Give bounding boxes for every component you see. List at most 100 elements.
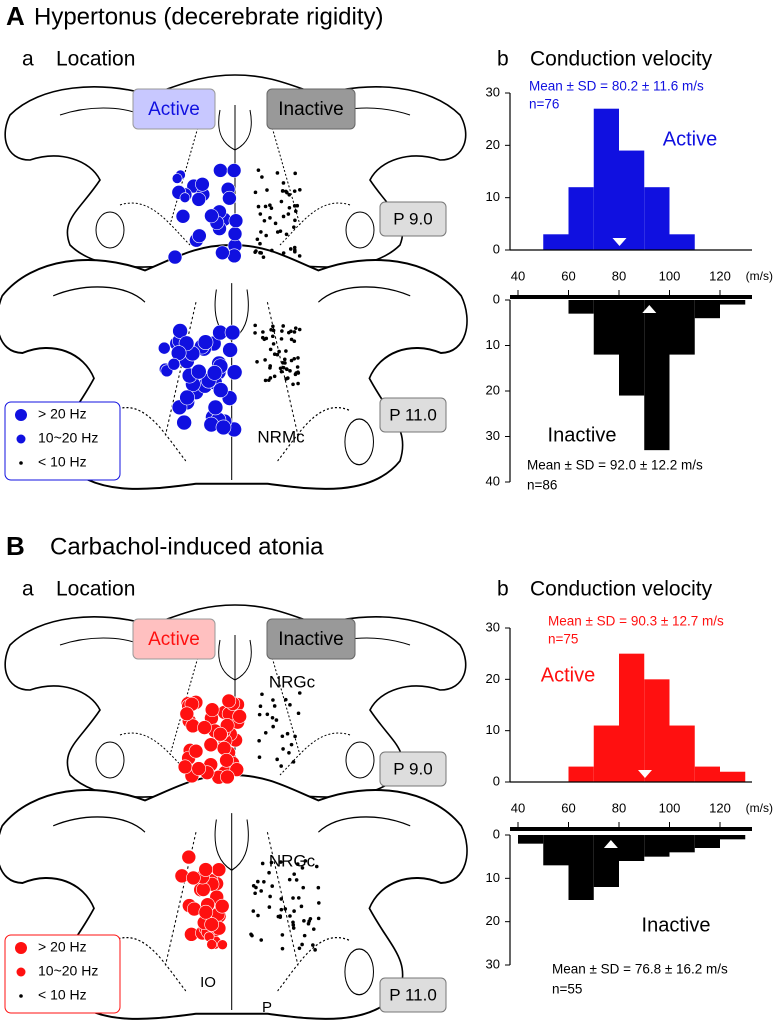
neuron-dot bbox=[191, 761, 207, 776]
x-tick-label: 100 bbox=[659, 268, 681, 283]
y-tick-label: 10 bbox=[486, 870, 500, 885]
neuron-dot bbox=[251, 883, 256, 888]
neuron-dot bbox=[253, 891, 257, 896]
neuron-dot bbox=[265, 712, 270, 717]
neuron-dot bbox=[195, 882, 211, 897]
midline bbox=[214, 813, 249, 1010]
x-tick-label: 60 bbox=[561, 800, 575, 815]
neuron-dot bbox=[280, 189, 285, 193]
neuron-dot bbox=[293, 218, 297, 223]
neuron-dot bbox=[288, 914, 292, 918]
neuron-dot bbox=[268, 366, 272, 370]
bar bbox=[593, 835, 619, 887]
neuron-dot bbox=[272, 374, 277, 379]
neuron-dot bbox=[287, 192, 292, 197]
neuron-dot bbox=[258, 704, 263, 709]
neuron-dot bbox=[228, 213, 244, 229]
subpanel-letter: b bbox=[497, 48, 509, 71]
neuron-dot bbox=[296, 711, 301, 716]
neuron-dot bbox=[302, 919, 306, 923]
neuron-dot bbox=[263, 204, 268, 209]
neuron-dot bbox=[253, 331, 257, 335]
neuron-dot bbox=[274, 718, 279, 722]
panel-title: Carbachol-induced atonia bbox=[50, 533, 324, 560]
active-box bbox=[132, 88, 216, 130]
neuron-dot bbox=[267, 378, 271, 383]
neuron-dot bbox=[292, 330, 297, 334]
legend-marker bbox=[19, 994, 23, 998]
neuron-dot bbox=[213, 163, 228, 178]
y-tick-label: 10 bbox=[486, 337, 500, 352]
y-tick-label: 0 bbox=[493, 773, 500, 788]
level-box bbox=[379, 397, 447, 433]
neuron-dot bbox=[278, 860, 283, 864]
neuron-dot bbox=[299, 904, 304, 909]
neuron-dot bbox=[291, 926, 296, 930]
neuron-dot bbox=[262, 879, 266, 884]
neuron-dot bbox=[292, 909, 296, 913]
neuron-dot bbox=[271, 324, 275, 329]
neuron-dot bbox=[289, 358, 294, 363]
neuron-dot bbox=[269, 327, 273, 332]
y-tick-label: 0 bbox=[493, 291, 500, 306]
neuron-dot bbox=[279, 337, 284, 341]
neuron-dot bbox=[316, 916, 321, 921]
neuron-dot bbox=[293, 734, 297, 739]
neuron-dot bbox=[275, 352, 280, 357]
neuron-dot bbox=[292, 204, 297, 208]
neuron-dot bbox=[188, 743, 204, 759]
neuron-dot bbox=[269, 206, 274, 210]
x-tick-label: 120 bbox=[709, 268, 731, 283]
neuron-dot bbox=[204, 208, 219, 224]
mean-marker bbox=[642, 305, 657, 313]
neuron-dot bbox=[283, 907, 288, 911]
neuron-dot bbox=[286, 212, 291, 216]
panel-letter: A bbox=[6, 1, 25, 31]
legend-marker bbox=[15, 942, 27, 954]
neuron-dot bbox=[292, 339, 297, 344]
bar bbox=[669, 300, 695, 355]
neuron-dot bbox=[279, 369, 284, 374]
bar bbox=[720, 835, 746, 840]
neuron-dot bbox=[268, 894, 272, 899]
neuron-dot bbox=[260, 335, 265, 340]
neuron-dot bbox=[279, 764, 283, 768]
neuron-dot bbox=[284, 367, 289, 371]
neuron-dot bbox=[177, 759, 193, 775]
neuron-dot bbox=[280, 329, 284, 333]
legend-marker bbox=[16, 967, 26, 977]
bar bbox=[568, 835, 594, 900]
neuron-dot bbox=[207, 399, 224, 416]
stats-label: Mean ± SD = 92.0 ± 12.2 m/s bbox=[527, 458, 703, 473]
neuron-dot bbox=[175, 209, 191, 224]
nucleus-label: NRGc bbox=[269, 672, 316, 691]
y-tick-label: 0 bbox=[493, 241, 500, 256]
mean-marker bbox=[638, 770, 653, 778]
legend-label: < 10 Hz bbox=[38, 454, 87, 470]
neuron-dot bbox=[256, 879, 260, 884]
neuron-dot bbox=[280, 734, 285, 739]
neuron-dot bbox=[292, 245, 297, 250]
neuron-dot bbox=[317, 901, 321, 905]
bar bbox=[619, 835, 645, 861]
bar bbox=[568, 187, 594, 250]
x-unit: (m/s) bbox=[746, 269, 773, 283]
neuron-dot bbox=[195, 176, 210, 192]
neuron-dot bbox=[179, 706, 195, 722]
neuron-dot bbox=[270, 248, 274, 253]
neuron-dot bbox=[311, 927, 316, 931]
bar bbox=[593, 725, 619, 782]
neuron-dot bbox=[215, 419, 232, 436]
neuron-dot bbox=[260, 692, 264, 697]
stats-label: Mean ± SD = 80.2 ± 11.6 m/s bbox=[529, 79, 704, 94]
neuron-dot bbox=[271, 724, 275, 729]
neuron-dot bbox=[219, 753, 234, 768]
mean-marker bbox=[612, 238, 627, 246]
nucleus-label: IO bbox=[200, 974, 216, 991]
neuron-dot bbox=[211, 862, 227, 877]
structure bbox=[95, 741, 125, 779]
subpanel-letter: a bbox=[22, 578, 34, 601]
neuron-dot bbox=[297, 327, 302, 332]
neuron-dot bbox=[296, 381, 300, 386]
